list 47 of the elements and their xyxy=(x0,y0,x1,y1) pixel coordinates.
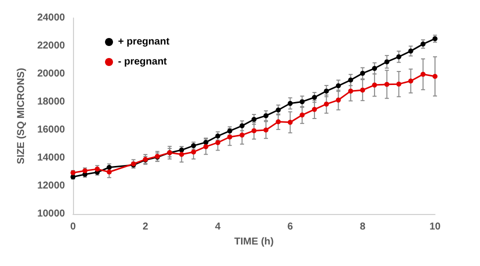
x-tick-label: 8 xyxy=(360,222,366,232)
y-tick-label: 10000 xyxy=(37,208,66,220)
point xyxy=(324,102,329,107)
x-tick-label: 10 xyxy=(429,222,441,232)
x-axis-title: TIME (h) xyxy=(234,236,274,248)
point xyxy=(432,74,438,79)
y-tick-label: 16000 xyxy=(37,124,66,136)
point xyxy=(396,54,402,60)
x-tick-label: 2 xyxy=(142,222,149,232)
point xyxy=(408,48,414,54)
point xyxy=(372,66,378,71)
x-tick-label: 4 xyxy=(215,222,222,232)
y-tick-label: 14000 xyxy=(37,152,66,164)
point xyxy=(263,113,268,118)
x-tick-label: 0 xyxy=(70,222,76,232)
point xyxy=(348,88,354,94)
point xyxy=(360,70,366,76)
y-tick-label: 18000 xyxy=(37,96,66,108)
y-tick-label: 22000 xyxy=(37,40,66,52)
point xyxy=(179,152,184,157)
point xyxy=(360,88,366,93)
y-tick-label: 24000 xyxy=(37,12,66,24)
point xyxy=(288,100,293,106)
point xyxy=(384,59,390,64)
legend-label: - pregnant xyxy=(118,56,168,68)
point xyxy=(276,119,281,124)
point xyxy=(276,107,281,112)
point xyxy=(252,128,256,134)
point xyxy=(408,78,414,84)
point xyxy=(300,99,305,104)
point xyxy=(372,82,378,88)
point xyxy=(312,106,317,112)
y-tick-label: 20000 xyxy=(37,68,66,80)
point xyxy=(336,83,341,88)
x-tick-label: 6 xyxy=(287,222,294,232)
point xyxy=(300,112,305,118)
point xyxy=(420,72,426,77)
point xyxy=(420,42,426,47)
point xyxy=(396,82,402,87)
point xyxy=(336,98,341,103)
y-axis-title: SIZE (SQ MICRONS) xyxy=(16,68,27,164)
point xyxy=(240,132,245,138)
point xyxy=(384,82,390,87)
legend-label: + pregnant xyxy=(118,36,170,48)
point xyxy=(288,120,293,125)
point xyxy=(263,128,268,132)
y-tick-label: 12000 xyxy=(37,180,66,192)
